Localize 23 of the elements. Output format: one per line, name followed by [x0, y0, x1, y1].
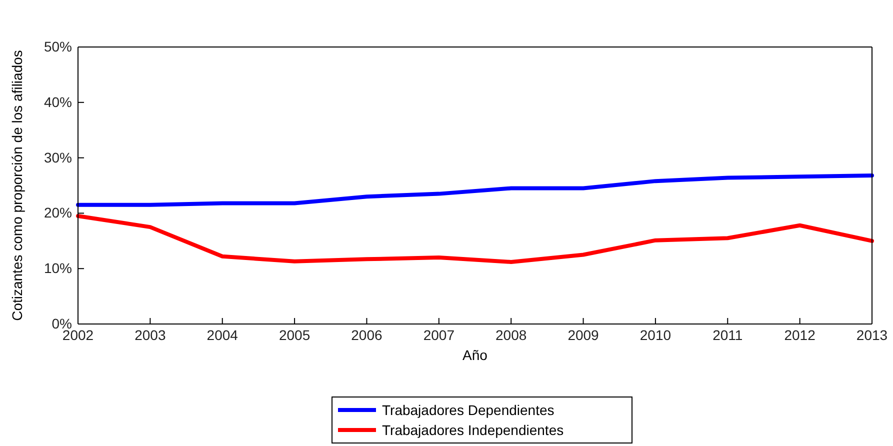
x-tick-label: 2007	[423, 326, 455, 343]
y-tick-label: 20%	[44, 204, 72, 221]
x-tick-label: 2003	[134, 326, 166, 343]
x-tick-label: 2011	[712, 326, 743, 343]
x-tick-label: 2013	[856, 326, 888, 343]
x-tick-label: 2008	[496, 326, 527, 343]
x-tick-label: 2012	[784, 326, 816, 343]
y-tick-label: 0%	[52, 315, 72, 332]
x-tick-label: 2004	[206, 326, 238, 343]
y-tick-label: 40%	[44, 94, 72, 110]
legend-label: Trabajadores Dependientes	[382, 402, 554, 418]
line-series	[76, 214, 874, 264]
line-series	[76, 174, 874, 207]
x-tick-label: 2009	[568, 326, 600, 343]
x-axis-title: Año	[462, 347, 488, 363]
y-tick-label: 10%	[44, 260, 72, 276]
x-tick-label: 2010	[640, 326, 672, 343]
y-tick-label: 50%	[44, 38, 72, 54]
y-tick-label: 30%	[44, 149, 72, 166]
y-axis-title: Cotizantes como proporción de los afiliados	[9, 50, 25, 321]
x-tick-label: 2005	[278, 326, 310, 343]
legend-label: Trabajadores Independientes	[382, 422, 564, 438]
x-tick-label: 2006	[351, 326, 383, 343]
